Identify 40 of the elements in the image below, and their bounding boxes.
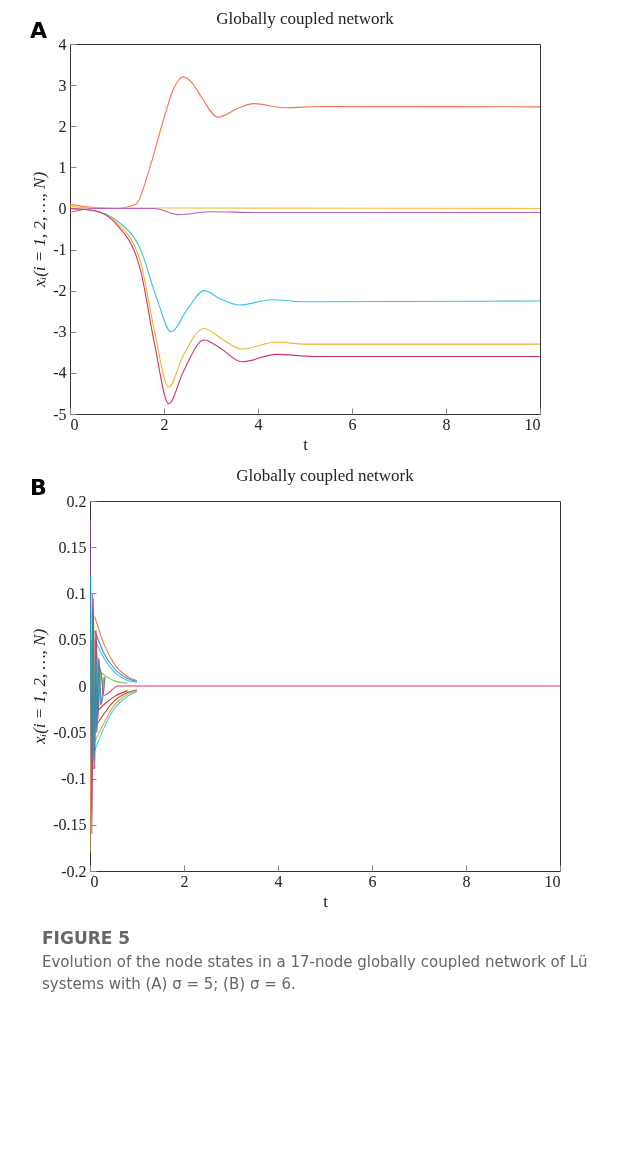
- y-tick-label: 0.1: [66, 585, 87, 602]
- y-tick-label: -0.05: [53, 723, 87, 741]
- text: B: [30, 475, 47, 500]
- x-tick-label: 2: [180, 872, 189, 890]
- chart-title: Globally coupled network: [216, 9, 395, 28]
- y-tick-label: 0: [78, 677, 87, 695]
- x-tick-label: 10: [544, 872, 561, 890]
- y-tick-label: 0.05: [58, 631, 87, 649]
- x-tick-label: 8: [442, 415, 451, 433]
- x-tick-label: 0: [90, 872, 99, 890]
- y-tick-label: -1: [53, 241, 67, 259]
- y-tick-label: -0.1: [61, 770, 87, 787]
- x-axis-title: t: [303, 434, 309, 454]
- y-tick-label: 0.15: [58, 538, 87, 556]
- y-tick-label: -3: [53, 323, 67, 341]
- chart-title: Globally coupled network: [236, 466, 415, 485]
- y-tick-label: 1: [58, 158, 67, 176]
- text: A: [30, 18, 48, 43]
- x-tick-label: 4: [274, 872, 283, 890]
- x-tick-label: 10: [524, 415, 541, 433]
- x-tick-label: 6: [348, 415, 357, 433]
- y-tick-label: -5: [53, 405, 67, 423]
- y-axis-title: xᵢ(i = 1, 2, …, N): [30, 628, 50, 746]
- text: Evolution of the node states in a 17-node globally coupled network of Lü systems with (A) σ = 5; (B) σ = 6.: [42, 952, 589, 995]
- y-tick-label: -4: [53, 364, 67, 382]
- y-tick-label: 3: [58, 76, 67, 94]
- y-axis-title: xᵢ(i = 1, 2, …, N): [30, 171, 50, 289]
- x-tick-label: 8: [462, 872, 471, 890]
- y-tick-label: -2: [53, 282, 67, 300]
- x-axis-title: t: [323, 891, 329, 911]
- y-tick-label: 0: [58, 199, 67, 217]
- caption: FIGURE 5: [42, 928, 132, 948]
- y-tick-label: 0.2: [66, 492, 87, 510]
- y-tick-label: -0.2: [61, 862, 87, 880]
- x-tick-label: 2: [160, 415, 169, 433]
- y-tick-label: 4: [58, 35, 67, 53]
- x-tick-label: 4: [254, 415, 263, 433]
- y-tick-label: 2: [58, 117, 67, 135]
- x-tick-label: 6: [368, 872, 377, 890]
- y-tick-label: -0.15: [53, 816, 87, 834]
